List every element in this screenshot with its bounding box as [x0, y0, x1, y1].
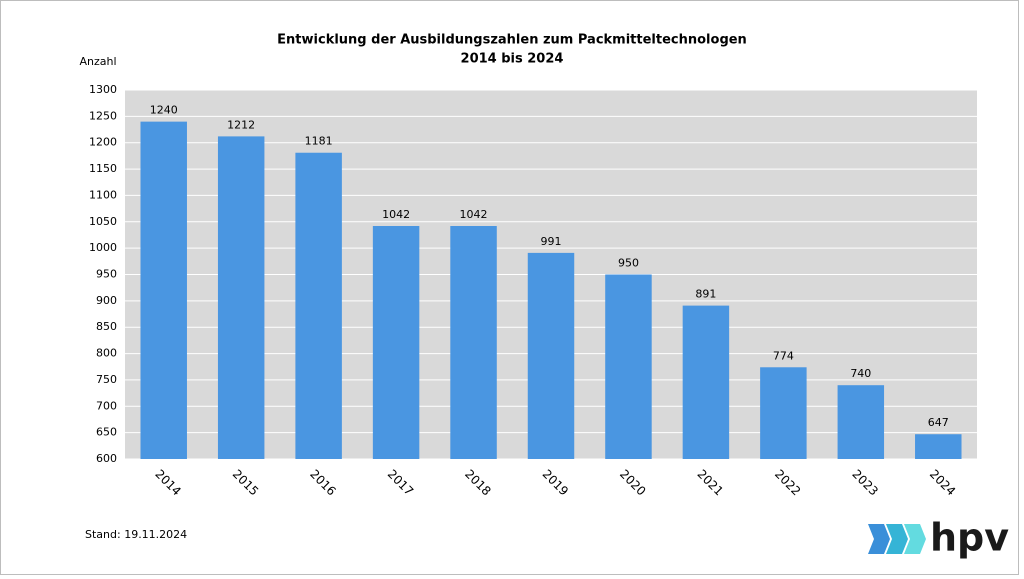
value-label: 991 — [541, 235, 562, 248]
value-label: 1042 — [460, 208, 488, 221]
value-label: 647 — [928, 416, 949, 429]
value-label: 891 — [695, 288, 716, 301]
y-tick-label: 650 — [96, 426, 117, 439]
y-tick-label: 1300 — [89, 83, 117, 96]
value-label: 1240 — [150, 104, 178, 117]
value-label: 740 — [850, 367, 871, 380]
bar — [915, 434, 962, 459]
bar — [140, 121, 187, 459]
value-label: 1212 — [227, 118, 255, 131]
y-tick-label: 1050 — [89, 215, 117, 228]
value-label: 774 — [773, 349, 794, 362]
y-tick-label: 700 — [96, 399, 117, 412]
bar — [217, 136, 265, 460]
y-tick-label: 1200 — [89, 136, 117, 149]
logo-chevron — [868, 524, 890, 554]
value-label: 950 — [618, 257, 639, 270]
chart-title: Entwicklung der Ausbildungszahlen zum Pa… — [277, 33, 747, 48]
y-tick-label: 1100 — [89, 188, 117, 201]
y-axis-label: Anzahl — [79, 55, 116, 68]
chart-subtitle: 2014 bis 2024 — [461, 52, 564, 67]
bar — [527, 252, 575, 459]
value-label: 1181 — [305, 135, 333, 148]
y-tick-label: 1150 — [89, 162, 117, 175]
logo-chevron — [904, 524, 926, 554]
y-tick-label: 1250 — [89, 109, 117, 122]
logo-chevron — [886, 524, 908, 554]
y-tick-label: 850 — [96, 320, 117, 333]
value-label: 1042 — [382, 208, 410, 221]
y-tick-label: 750 — [96, 373, 117, 386]
y-tick-label: 950 — [96, 268, 117, 281]
footnote: Stand: 19.11.2024 — [85, 528, 187, 541]
y-tick-label: 1000 — [89, 241, 117, 254]
bar — [605, 274, 652, 459]
logo-text: hpv — [930, 516, 1009, 560]
y-tick-label: 800 — [96, 347, 117, 360]
bar — [760, 367, 807, 459]
logo-icon — [868, 524, 926, 554]
y-tick-label: 900 — [96, 294, 117, 307]
y-tick-label: 600 — [96, 452, 117, 465]
bar — [682, 305, 730, 459]
bar — [450, 226, 497, 459]
bar — [295, 152, 342, 460]
bar — [837, 385, 885, 459]
bar — [372, 226, 420, 459]
